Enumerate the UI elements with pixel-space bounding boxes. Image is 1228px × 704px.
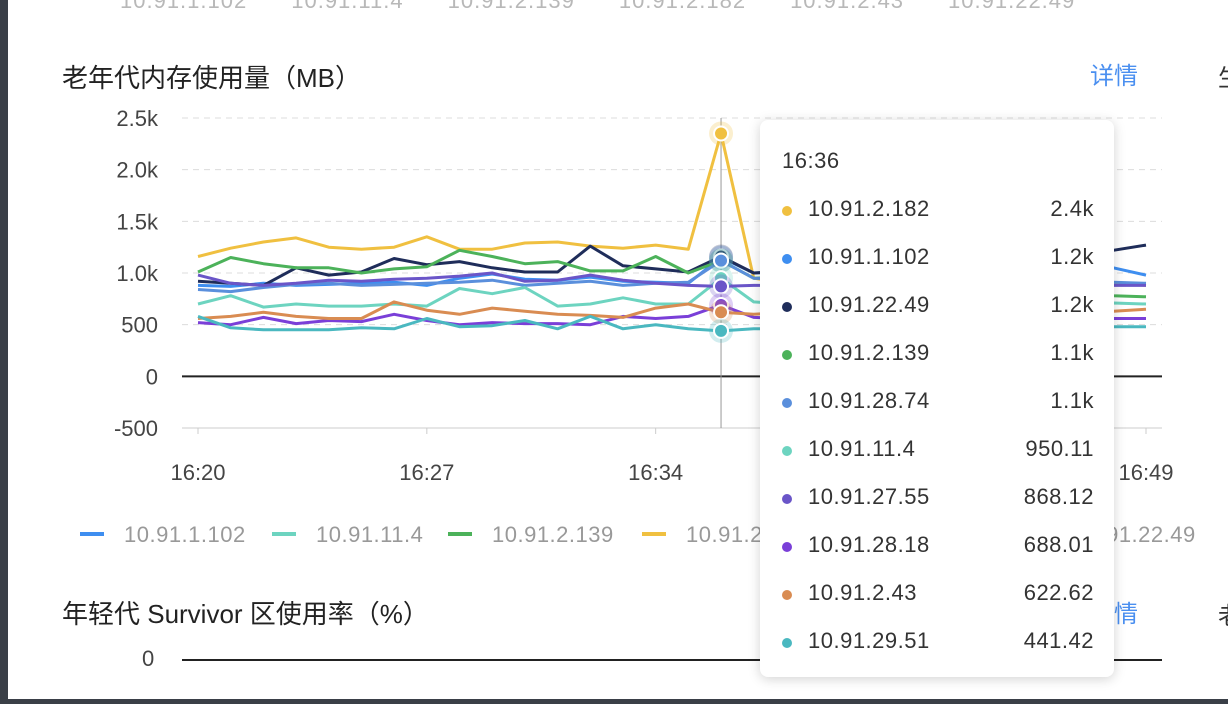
tooltip-row: 10.91.28.74 1.1k — [782, 388, 1094, 418]
tooltip-series-value: 2.4k — [1050, 196, 1094, 221]
y-tick-label: 500 — [121, 313, 158, 338]
window-bottom-edge — [0, 699, 1228, 704]
tooltip-row: 10.91.2.43 622.62 — [782, 580, 1094, 610]
detail-link-old-gen[interactable]: 详情 — [1090, 63, 1138, 90]
panel-title-survivor: 年轻代 Survivor 区使用率（%） — [62, 599, 429, 629]
tooltip-dot — [782, 350, 792, 360]
tooltip-row: 10.91.27.55 868.12 — [782, 484, 1094, 514]
legend-label: 10.91.1.102 — [124, 522, 246, 547]
tooltip-series-name: 10.91.22.49 — [808, 292, 930, 317]
x-tick-label: 16:20 — [170, 460, 225, 485]
highlight-point-10.91.2.182 — [713, 125, 730, 142]
panel-title-old-gen: 老年代内存使用量（MB） — [62, 63, 362, 93]
tooltip-dot — [782, 446, 792, 456]
tooltip-series-value: 1.1k — [1050, 388, 1094, 413]
tooltip-row: 10.91.2.139 1.1k — [782, 340, 1094, 370]
highlight-point-10.91.29.51 — [713, 322, 730, 339]
prev-legend-item: 10.91.2.43 — [790, 0, 905, 13]
tooltip-dot — [782, 206, 792, 216]
prev-legend-item: 10.91.2.182 — [618, 0, 747, 13]
clipped-panel-title: 生 — [1218, 58, 1228, 93]
tooltip-dot — [782, 302, 792, 312]
chart-tooltip: 16:36 10.91.2.182 2.4k 10.91.1.102 1.2k 10.9… — [760, 120, 1114, 677]
y-tick-label: 1.0k — [116, 261, 159, 286]
y-tick-label: 1.5k — [116, 209, 159, 234]
highlight-point-10.91.2.43 — [713, 304, 730, 321]
tooltip-series-value: 868.12 — [1023, 484, 1094, 509]
tooltip-dot — [782, 638, 792, 648]
prev-legend-item: 10.91.2.139 — [447, 0, 575, 13]
highlight-points — [709, 121, 734, 343]
tooltip-series-name: 10.91.2.43 — [808, 580, 917, 605]
x-tick-label: 16:27 — [399, 460, 454, 485]
tooltip-series-value: 441.42 — [1023, 628, 1094, 653]
y-axis-ticks: 2.5k 2.0k 1.5k 1.0k 500 0 -500 — [114, 106, 159, 441]
legend-label: 10.91.11.4 — [316, 522, 423, 547]
tooltip-row: 10.91.28.18 688.01 — [782, 532, 1094, 562]
tooltip-dot — [782, 254, 792, 264]
clipped-panel-title: 老 — [1218, 596, 1228, 631]
tooltip-dot — [782, 398, 792, 408]
y-tick-label: 2.0k — [116, 158, 159, 183]
tooltip-row: 10.91.2.182 2.4k — [782, 196, 1094, 226]
tooltip-series-name: 10.91.28.18 — [808, 532, 930, 557]
y-tick-label: 0 — [146, 364, 158, 389]
highlight-point-10.91.27.55 — [713, 278, 730, 295]
tooltip-series-name: 10.91.28.74 — [808, 388, 930, 413]
tooltip-dot — [782, 494, 792, 504]
survivor-zero-axis — [182, 659, 1162, 661]
x-tick-label: 16:49 — [1118, 460, 1173, 485]
tooltip-series-name: 10.91.2.182 — [808, 196, 930, 221]
tooltip-dot — [782, 542, 792, 552]
tooltip-row: 10.91.11.4 950.11 — [782, 436, 1094, 466]
tooltip-dot — [782, 590, 792, 600]
tooltip-series-value: 950.11 — [1025, 436, 1094, 461]
window-left-edge — [0, 0, 8, 704]
legend-label: 10.91.2.139 — [492, 522, 614, 547]
y-tick-label: -500 — [114, 416, 158, 441]
tooltip-series-value: 1.1k — [1050, 340, 1094, 365]
prev-legend-item: 10.91.11.4 — [291, 0, 404, 13]
highlight-point-10.91.28.74 — [713, 252, 730, 269]
tooltip-series-value: 1.2k — [1050, 292, 1094, 317]
previous-panel-legend: 10.91.1.102 10.91.11.4 10.91.2.139 10.91.2.… — [120, 0, 1119, 14]
prev-legend-item: 10.91.1.102 — [120, 0, 248, 13]
survivor-y-tick: 0 — [142, 646, 155, 671]
tooltip-series-value: 622.62 — [1023, 580, 1094, 605]
tooltip-series-name: 10.91.11.4 — [808, 436, 916, 461]
prev-legend-item: 10.91.22.49 — [948, 0, 1076, 13]
tooltip-series-value: 1.2k — [1050, 244, 1094, 269]
tooltip-row: 10.91.29.51 441.42 — [782, 628, 1094, 658]
tooltip-row: 10.91.22.49 1.2k — [782, 292, 1094, 322]
tooltip-series-value: 688.01 — [1023, 532, 1094, 557]
tooltip-row: 10.91.1.102 1.2k — [782, 244, 1094, 274]
tooltip-series-name: 10.91.2.139 — [808, 340, 930, 365]
x-tick-label: 16:34 — [628, 460, 683, 485]
tooltip-series-name: 10.91.27.55 — [808, 484, 930, 509]
y-tick-label: 2.5k — [116, 106, 159, 131]
tooltip-series-name: 10.91.1.102 — [808, 244, 930, 269]
tooltip-time: 16:36 — [782, 148, 840, 173]
tooltip-series-name: 10.91.29.51 — [808, 628, 930, 653]
